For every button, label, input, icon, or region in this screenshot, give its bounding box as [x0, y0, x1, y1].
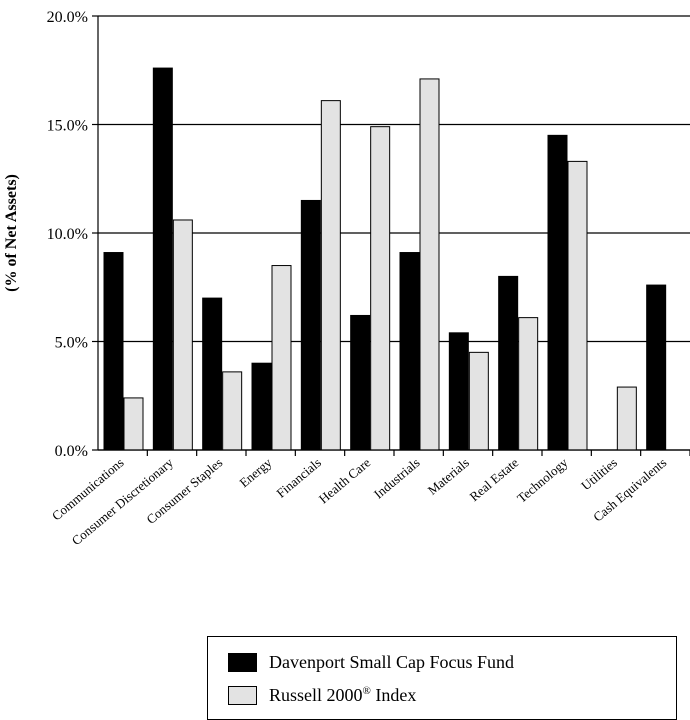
legend-swatch-fund [228, 653, 257, 672]
x-tick-label: Real Estate [467, 455, 522, 504]
bar-fund [300, 199, 321, 451]
y-tick-label: 10.0% [47, 226, 88, 243]
legend: Davenport Small Cap Focus Fund Russell 2… [207, 636, 677, 720]
x-tick-label: Industrials [371, 455, 423, 502]
y-axis-label: (% of Net Assets) [3, 174, 20, 292]
legend-label-index-name: Russell 2000 [269, 685, 363, 705]
bar-fund [350, 314, 371, 451]
y-tick-labels: 0.0% 5.0% 10.0% 15.0% 20.0% [47, 9, 88, 460]
bar-index [123, 397, 144, 451]
x-tick-label: Materials [425, 455, 472, 498]
bar-index [616, 386, 637, 451]
y-tick-label: 5.0% [55, 335, 88, 352]
x-tick-label: Technology [514, 454, 571, 505]
y-tick-label: 0.0% [55, 443, 88, 460]
bar-fund [152, 67, 173, 451]
bar-fund [103, 252, 124, 451]
bar-fund [498, 275, 519, 451]
bar-index [468, 351, 489, 451]
bar-fund [251, 362, 272, 451]
bar-index [370, 126, 391, 451]
bar-fund [399, 252, 420, 451]
y-tick-label: 15.0% [47, 118, 88, 135]
x-tick-label: Utilities [578, 455, 620, 493]
legend-item-index: Russell 2000® Index [228, 685, 416, 706]
x-tick-label: Energy [236, 454, 275, 490]
legend-label-fund: Davenport Small Cap Focus Fund [269, 652, 514, 672]
bar-index [320, 100, 341, 451]
legend-item-fund: Davenport Small Cap Focus Fund [228, 652, 514, 673]
bar-chart: 0.0% 5.0% 10.0% 15.0% 20.0% CommunicationsCo… [3, 9, 690, 548]
registered-mark: ® [362, 685, 371, 697]
y-tick-label: 20.0% [47, 9, 88, 26]
bar-index [419, 78, 440, 451]
axes [92, 15, 690, 456]
bar-index [567, 160, 588, 451]
legend-label-index-suffix: Index [370, 685, 417, 705]
bar-fund [202, 297, 223, 451]
bar-index [271, 265, 292, 451]
legend-swatch-index [228, 686, 257, 705]
bar-index [518, 317, 539, 451]
bar-index [172, 219, 193, 451]
bar-fund [646, 284, 667, 451]
bar-index [222, 371, 243, 451]
x-tick-label: Health Care [316, 455, 374, 507]
bars [103, 67, 667, 451]
bar-fund [448, 332, 469, 451]
bar-fund [547, 134, 568, 451]
legend-label-index: Russell 2000® Index [269, 685, 416, 706]
